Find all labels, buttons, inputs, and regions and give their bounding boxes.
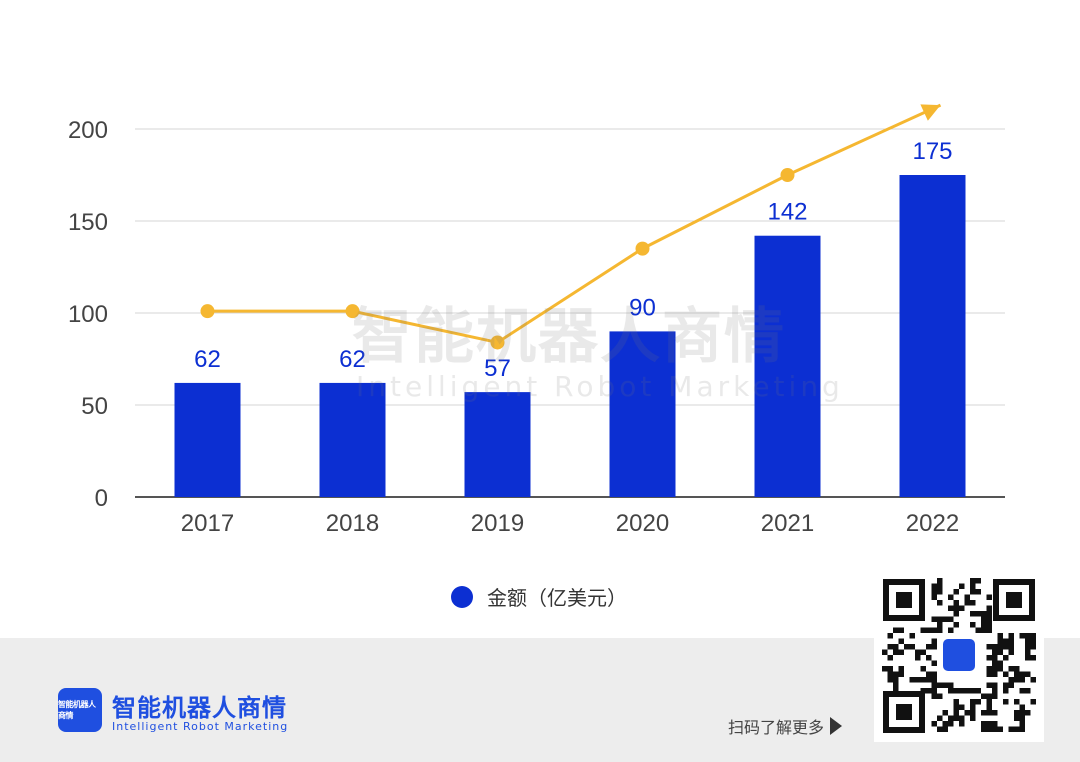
bar [319,382,386,497]
x-tick-label: 2021 [761,510,814,537]
y-tick-label: 200 [68,117,108,144]
trend-point [490,335,505,350]
x-tick-label: 2022 [906,510,959,537]
y-tick-label: 0 [95,485,108,512]
bar-value-label: 142 [767,199,807,226]
qr-code[interactable] [874,570,1044,742]
brand-name: 智能机器人商情 [112,694,287,722]
x-tick-label: 2018 [326,510,379,537]
trend-point [635,241,650,256]
x-tick-label: 2020 [616,510,669,537]
bar [609,331,676,497]
bar [464,392,531,497]
bar-value-label: 175 [912,138,952,165]
trend-point [345,304,360,319]
y-tick-label: 50 [81,393,108,420]
bar-value-label: 62 [194,346,221,373]
brand-tagline: Intelligent Robot Marketing [112,720,289,733]
trend-point [200,304,215,319]
x-tick-label: 2017 [181,510,234,537]
bar-value-label: 57 [484,355,511,382]
legend-label: 金额（亿美元） [487,586,627,610]
bar-value-label: 90 [629,294,656,321]
bar [754,235,821,497]
trend-line [207,103,942,345]
trend-arrowhead [920,104,941,121]
watermark-subtitle: Intelligent Robot Marketing [356,370,844,403]
bar [899,175,966,497]
bar-value-label: 62 [339,346,366,373]
brand-logo: 智能机器人商情 [58,688,102,732]
watermark-title: 智能机器人商情 [352,302,786,372]
y-tick-label: 150 [68,209,108,236]
scan-text: 扫码了解更多 [728,718,825,737]
bar [174,382,241,497]
brand-logo-text: 智能机器人商情 [58,700,96,720]
bar-chart: 0 50 100 150 200 62 2017 62 2018 57 2019 90 2020 142 2… [68,103,1005,537]
scan-prompt[interactable]: 扫码了解更多 [728,714,843,738]
x-tick-label: 2019 [471,510,524,537]
trend-point [780,168,795,182]
chart-legend: 金额（亿美元） [0,582,1079,611]
play-arrow-icon [830,717,843,735]
y-tick-label: 100 [68,301,108,328]
legend-swatch [451,585,473,608]
